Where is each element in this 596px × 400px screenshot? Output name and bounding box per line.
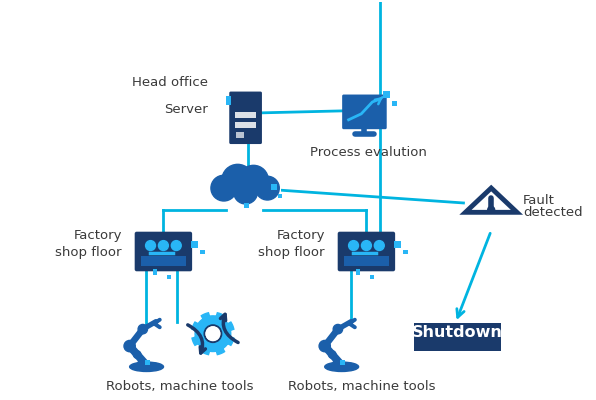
FancyBboxPatch shape: [403, 250, 408, 254]
Circle shape: [138, 324, 147, 334]
FancyBboxPatch shape: [153, 269, 157, 275]
FancyBboxPatch shape: [141, 256, 186, 266]
Circle shape: [488, 206, 495, 213]
Circle shape: [204, 325, 222, 342]
Text: detected: detected: [523, 206, 582, 219]
Circle shape: [211, 175, 237, 201]
FancyBboxPatch shape: [200, 250, 205, 254]
Text: Head office: Head office: [132, 76, 208, 89]
FancyBboxPatch shape: [229, 92, 262, 144]
FancyBboxPatch shape: [191, 241, 198, 248]
Circle shape: [328, 351, 336, 358]
Text: Shutdown: Shutdown: [412, 325, 503, 340]
FancyBboxPatch shape: [167, 275, 171, 279]
FancyBboxPatch shape: [340, 360, 344, 365]
FancyBboxPatch shape: [244, 203, 249, 208]
Circle shape: [222, 164, 253, 196]
Circle shape: [333, 324, 343, 334]
Circle shape: [256, 176, 280, 200]
Circle shape: [374, 241, 384, 250]
FancyBboxPatch shape: [394, 241, 401, 248]
FancyBboxPatch shape: [135, 232, 192, 271]
FancyBboxPatch shape: [383, 91, 390, 98]
Ellipse shape: [130, 362, 163, 372]
Circle shape: [134, 351, 141, 358]
Circle shape: [206, 327, 220, 340]
Circle shape: [159, 241, 168, 250]
Circle shape: [319, 340, 330, 352]
Circle shape: [124, 340, 135, 352]
FancyBboxPatch shape: [235, 132, 244, 138]
Circle shape: [238, 165, 268, 195]
FancyBboxPatch shape: [235, 112, 256, 118]
Text: Factory
shop floor: Factory shop floor: [55, 228, 122, 258]
Circle shape: [145, 241, 156, 250]
Circle shape: [333, 360, 339, 366]
FancyBboxPatch shape: [145, 360, 150, 365]
Text: Robots, machine tools: Robots, machine tools: [288, 380, 435, 393]
Text: Robots, machine tools: Robots, machine tools: [106, 380, 253, 393]
FancyBboxPatch shape: [392, 101, 397, 106]
Polygon shape: [192, 313, 234, 355]
Circle shape: [206, 327, 220, 340]
Circle shape: [361, 241, 371, 250]
Circle shape: [349, 241, 358, 250]
Text: Fault: Fault: [523, 194, 555, 206]
Text: Factory
shop floor: Factory shop floor: [258, 228, 325, 258]
FancyBboxPatch shape: [370, 275, 374, 279]
FancyBboxPatch shape: [235, 122, 256, 128]
Text: Server: Server: [164, 103, 208, 116]
FancyBboxPatch shape: [226, 96, 231, 105]
FancyBboxPatch shape: [271, 184, 277, 190]
FancyBboxPatch shape: [278, 194, 283, 198]
Ellipse shape: [325, 362, 359, 372]
FancyBboxPatch shape: [414, 323, 501, 350]
FancyBboxPatch shape: [338, 232, 395, 271]
Circle shape: [138, 360, 144, 366]
FancyBboxPatch shape: [342, 94, 387, 129]
FancyBboxPatch shape: [344, 256, 389, 266]
FancyBboxPatch shape: [356, 269, 361, 275]
Circle shape: [171, 241, 181, 250]
Circle shape: [234, 180, 257, 204]
Text: Process evalution: Process evalution: [310, 146, 427, 158]
FancyBboxPatch shape: [210, 188, 281, 206]
